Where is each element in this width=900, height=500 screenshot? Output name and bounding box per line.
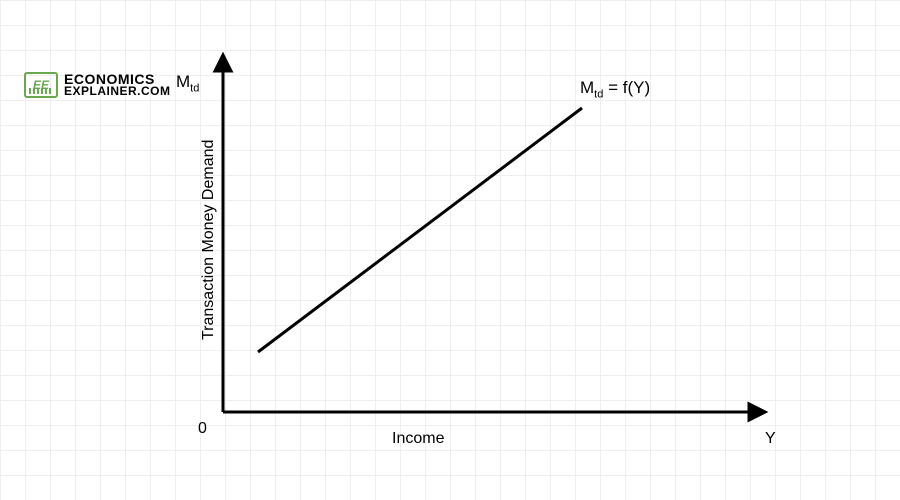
- demand-curve: [258, 108, 582, 352]
- y-axis-symbol-main: M: [176, 72, 190, 91]
- y-axis-symbol-sub: td: [190, 82, 199, 94]
- equation-sub: td: [594, 88, 603, 100]
- origin-label: 0: [198, 420, 207, 438]
- equation-label: Mtd = f(Y): [580, 78, 650, 100]
- equation-suffix: = f(Y): [603, 78, 650, 97]
- chart-svg: [0, 0, 900, 500]
- x-axis-symbol: Y: [765, 430, 776, 448]
- equation-prefix: M: [580, 78, 594, 97]
- y-axis-symbol: Mtd: [176, 72, 199, 94]
- y-axis-title: Transaction Money Demand: [200, 140, 218, 340]
- x-axis-title: Income: [392, 430, 444, 448]
